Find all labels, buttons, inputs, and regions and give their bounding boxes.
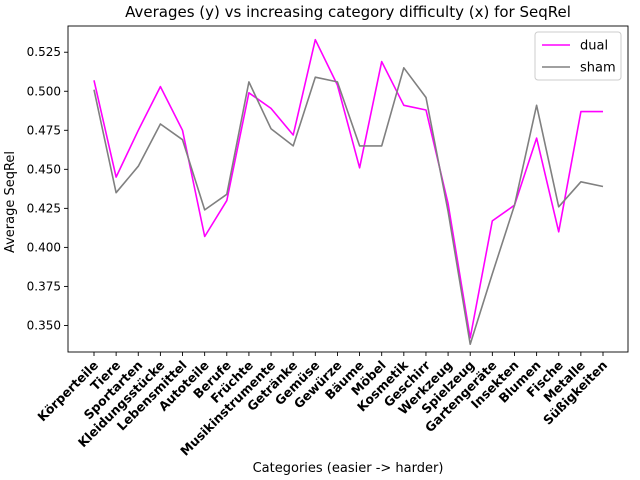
legend-box	[534, 31, 622, 81]
y-axis: 0.350 0.375 0.400 0.425 0.450 0.475 0.500 0.525	[27, 45, 68, 332]
series-line-sham	[93, 67, 604, 346]
y-tick-label: 0.475	[27, 123, 61, 137]
y-tick-label: 0.450	[27, 162, 61, 176]
legend-label-sham: sham	[580, 61, 616, 76]
legend-label-dual: dual	[580, 39, 608, 54]
y-tick-label: 0.525	[27, 45, 61, 59]
series-layer	[93, 38, 604, 346]
chart-title: Averages (y) vs increasing category diff…	[125, 3, 571, 21]
x-axis-label: Categories (easier -> harder)	[253, 461, 444, 476]
y-tick-label: 0.500	[27, 84, 61, 98]
y-tick-label: 0.400	[27, 240, 61, 254]
y-tick-label: 0.375	[27, 279, 61, 293]
y-tick-label: 0.425	[27, 201, 61, 215]
series-line-dual	[93, 38, 603, 339]
legend: dual sham	[534, 31, 622, 81]
plot-frame	[67, 25, 629, 353]
y-axis-label: Average SeqRel	[3, 151, 18, 253]
y-tick-label: 0.350	[27, 318, 61, 332]
